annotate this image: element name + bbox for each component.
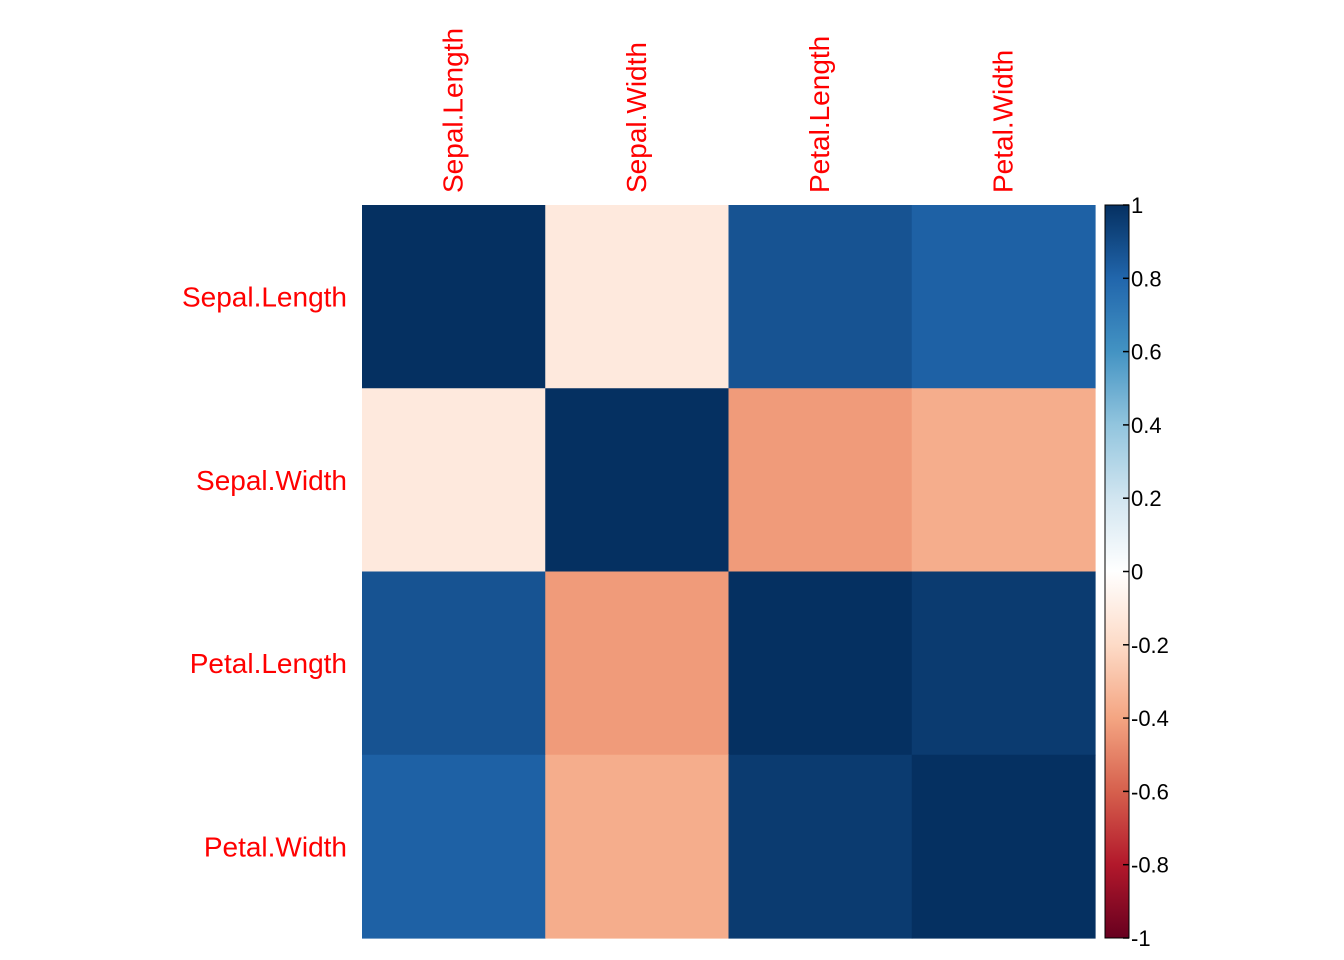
heatmap-cell <box>545 571 730 756</box>
row-label: Sepal.Width <box>196 465 347 496</box>
color-legend-tick-label: -0.4 <box>1131 706 1169 731</box>
heatmap-cell <box>362 388 546 573</box>
heatmap-cell <box>728 754 913 939</box>
heatmap-cells <box>362 205 1096 939</box>
color-legend-ticks: 1 0.8 0.6 0.4 0.2 0 -0.2 -0.4 -0.6 -0.8 -1 <box>1123 193 1169 951</box>
column-labels: Sepal.Length Sepal.Width Petal.Length Petal… <box>438 28 1019 193</box>
heatmap-cell <box>728 388 913 573</box>
row-label: Petal.Length <box>190 648 347 679</box>
heatmap-cell <box>911 205 1096 389</box>
heatmap-cell <box>911 571 1096 756</box>
heatmap-cell <box>911 388 1096 573</box>
column-label: Sepal.Width <box>621 42 652 193</box>
color-legend-tick-label: 0 <box>1131 560 1143 585</box>
row-label: Petal.Width <box>204 831 347 862</box>
column-label: Petal.Width <box>987 50 1018 193</box>
color-legend-tick-label: -0.6 <box>1131 779 1169 804</box>
row-labels: Sepal.Length Sepal.Width Petal.Length Petal… <box>182 282 347 863</box>
heatmap-cell <box>911 754 1096 939</box>
color-legend-tick-label: 0.4 <box>1131 413 1162 438</box>
heatmap-cell <box>728 205 913 389</box>
column-label: Petal.Length <box>804 36 835 193</box>
color-legend-tick-label: -1 <box>1131 926 1151 951</box>
color-legend-tick-label: 0.8 <box>1131 266 1162 291</box>
heatmap-cell <box>362 205 546 389</box>
heatmap-cell <box>362 571 546 756</box>
row-label: Sepal.Length <box>182 282 347 313</box>
color-legend-tick-label: 0.2 <box>1131 486 1162 511</box>
heatmap-cell <box>728 571 913 756</box>
heatmap-cell <box>545 205 730 389</box>
color-legend-tick-label: -0.2 <box>1131 633 1169 658</box>
color-legend: 1 0.8 0.6 0.4 0.2 0 -0.2 -0.4 -0.6 -0.8 -1 <box>1104 193 1169 951</box>
heatmap-cell <box>545 754 730 939</box>
heatmap-cell <box>362 754 546 939</box>
color-legend-tick-label: -0.8 <box>1131 853 1169 878</box>
color-legend-tick-label: 1 <box>1131 193 1143 218</box>
heatmap-cell <box>545 388 730 573</box>
column-label: Sepal.Length <box>438 28 469 193</box>
color-legend-tick-label: 0.6 <box>1131 340 1162 365</box>
